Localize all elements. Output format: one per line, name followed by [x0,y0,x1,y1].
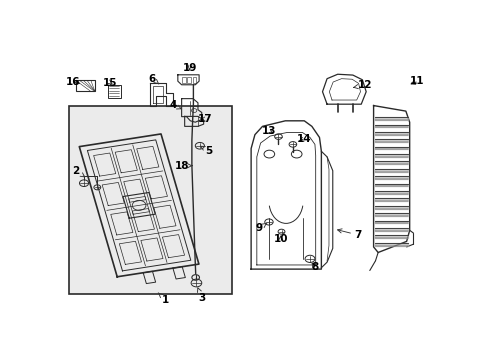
Bar [108,85,121,98]
Bar [193,77,196,84]
Text: 8: 8 [311,262,318,272]
Text: 17: 17 [197,114,212,124]
Text: 19: 19 [182,63,197,73]
Text: 16: 16 [66,77,81,87]
Text: 9: 9 [256,223,267,233]
Text: 11: 11 [410,76,425,86]
Text: 2: 2 [72,166,85,177]
Text: 18: 18 [175,161,192,171]
Bar [75,80,95,91]
Text: 15: 15 [102,77,117,87]
Text: 12: 12 [353,80,372,90]
Bar [187,77,191,84]
Text: 1: 1 [158,293,170,305]
Text: 14: 14 [297,134,312,144]
Text: 3: 3 [197,288,205,303]
Bar [69,105,232,294]
Text: 13: 13 [262,126,276,136]
Text: 7: 7 [338,229,362,240]
Text: 10: 10 [273,234,288,244]
Text: 6: 6 [149,74,159,84]
Text: 5: 5 [200,146,212,156]
Bar [182,77,186,84]
Text: 4: 4 [170,100,181,110]
